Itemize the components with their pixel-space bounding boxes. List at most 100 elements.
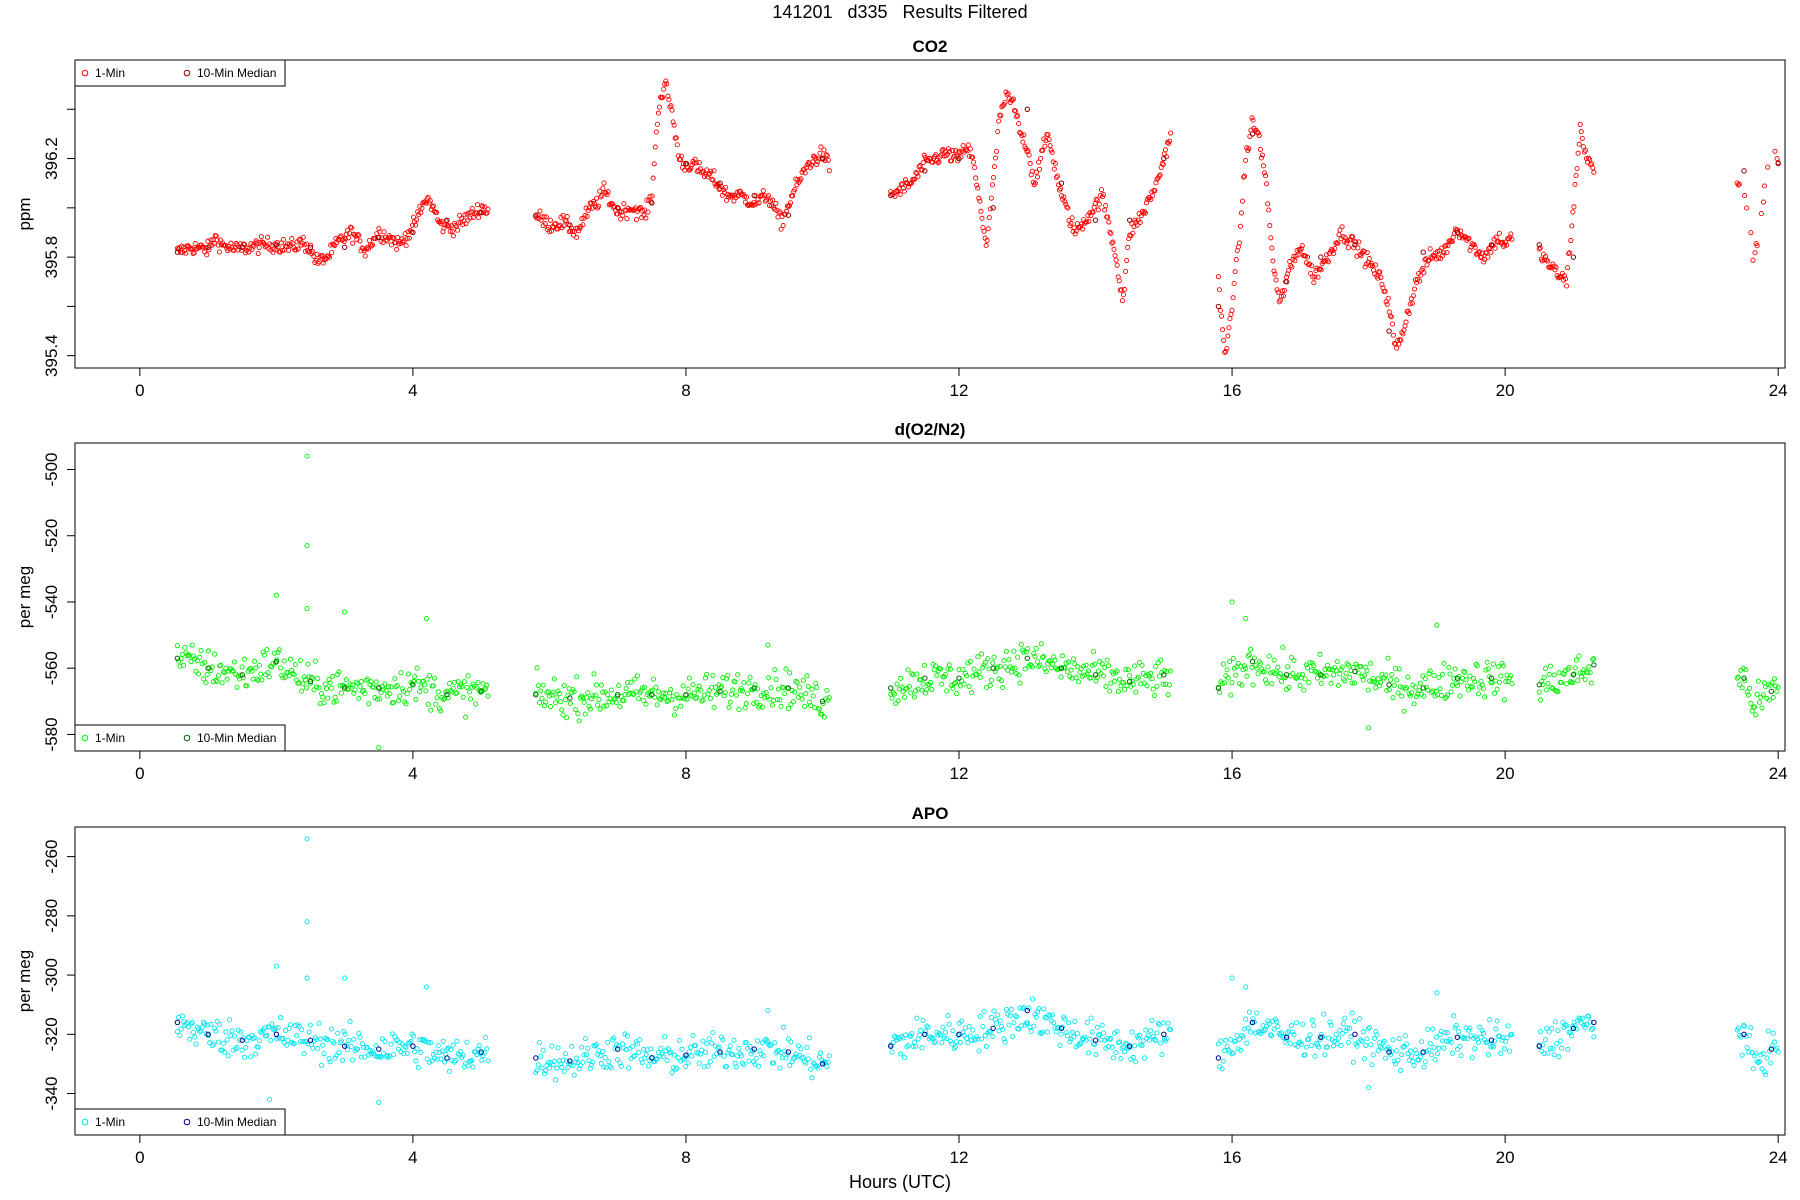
- one-min-point: [1736, 181, 1742, 187]
- one-min-point: [354, 681, 361, 687]
- one-min-point: [1758, 211, 1764, 217]
- one-min-point: [983, 684, 990, 691]
- one-min-point: [644, 197, 650, 203]
- one-min-point: [287, 656, 294, 662]
- one-min-point: [1094, 197, 1100, 203]
- one-min-point: [1735, 1025, 1742, 1031]
- one-min-point: [1042, 666, 1048, 672]
- one-min-point: [778, 703, 784, 709]
- one-min-point: [302, 677, 308, 683]
- one-min-point: [722, 690, 728, 696]
- one-min-point: [919, 167, 925, 173]
- one-min-point: [1146, 1037, 1153, 1043]
- one-min-point: [409, 222, 415, 228]
- one-min-point: [785, 1036, 791, 1042]
- one-min-point: [336, 669, 342, 675]
- one-min-point: [1012, 1013, 1018, 1019]
- one-min-point: [1331, 250, 1337, 256]
- one-min-point: [1342, 678, 1348, 684]
- median-point: [410, 229, 416, 236]
- one-min-point: [1590, 1025, 1596, 1031]
- one-min-point: [331, 1040, 337, 1046]
- x-tick-label: 0: [135, 1148, 144, 1167]
- one-min-point: [256, 662, 262, 668]
- one-min-point: [1151, 692, 1158, 699]
- one-min-point: [1134, 222, 1140, 228]
- one-min-point: [1260, 163, 1267, 169]
- one-min-point: [1220, 327, 1226, 333]
- one-min-point: [1771, 1039, 1778, 1045]
- one-min-point: [1125, 667, 1131, 673]
- one-min-point: [378, 690, 384, 696]
- median-point: [819, 1061, 826, 1067]
- one-min-point: [1133, 689, 1139, 695]
- one-min-point: [629, 1043, 635, 1049]
- one-min-point: [986, 215, 992, 221]
- one-min-point: [1080, 226, 1086, 232]
- one-min-point: [966, 153, 972, 159]
- one-min-point: [973, 175, 979, 181]
- median-point: [1318, 254, 1324, 260]
- one-min-point: [1484, 1039, 1490, 1045]
- one-min-point: [1086, 218, 1092, 224]
- one-min-point: [632, 1053, 638, 1059]
- median-point: [1318, 672, 1324, 678]
- one-min-point: [707, 695, 713, 701]
- one-min-point: [1769, 680, 1775, 686]
- one-min-point: [741, 679, 747, 686]
- one-min-point: [923, 690, 929, 696]
- one-min-point: [1590, 657, 1596, 663]
- one-min-point: [616, 206, 622, 212]
- one-min-point: [649, 193, 655, 199]
- one-min-point: [993, 1020, 1000, 1026]
- one-min-point: [1103, 203, 1109, 209]
- one-min-point: [1105, 214, 1111, 220]
- one-min-point: [377, 696, 383, 702]
- one-min-point: [1333, 667, 1339, 673]
- one-min-point: [273, 963, 279, 969]
- one-min-point: [1567, 1030, 1573, 1036]
- one-min-point: [690, 1032, 696, 1038]
- one-min-point: [944, 688, 950, 694]
- one-min-point: [1449, 682, 1456, 689]
- one-min-point: [1303, 662, 1309, 668]
- one-min-point: [450, 233, 456, 239]
- one-min-point: [780, 685, 787, 691]
- one-min-point: [424, 1056, 430, 1062]
- one-min-point: [1359, 1038, 1365, 1044]
- one-min-point: [485, 693, 491, 699]
- one-min-point: [254, 240, 260, 246]
- one-min-point: [664, 698, 670, 704]
- one-min-point: [742, 705, 748, 711]
- one-min-point: [730, 687, 736, 693]
- one-min-point: [626, 1065, 632, 1071]
- one-min-point: [1568, 237, 1574, 244]
- x-tick-label: 8: [681, 1148, 690, 1167]
- one-min-point: [1494, 1018, 1500, 1024]
- one-min-point: [1020, 1006, 1026, 1012]
- one-min-point: [1471, 242, 1477, 248]
- one-min-point: [1352, 680, 1358, 686]
- one-min-point: [976, 669, 982, 675]
- one-min-point: [591, 200, 598, 206]
- one-min-point: [1505, 1023, 1511, 1029]
- one-min-point: [1397, 1067, 1404, 1074]
- one-min-point: [1509, 1031, 1515, 1038]
- one-min-point: [559, 1064, 565, 1070]
- one-min-point: [258, 1028, 264, 1035]
- one-min-point: [1160, 162, 1166, 168]
- one-min-point: [368, 1051, 374, 1057]
- one-min-point: [794, 679, 800, 685]
- one-min-point: [585, 690, 591, 696]
- one-min-point: [190, 653, 197, 659]
- one-min-point: [1133, 1059, 1139, 1065]
- one-min-point: [1076, 679, 1082, 685]
- median-point: [1570, 254, 1577, 260]
- one-min-point: [551, 676, 557, 682]
- one-min-point: [753, 1055, 759, 1062]
- one-min-point: [574, 674, 580, 680]
- one-min-point: [1383, 1055, 1389, 1061]
- one-min-point: [1471, 675, 1477, 682]
- one-min-point: [212, 651, 218, 657]
- one-min-point: [1158, 1040, 1164, 1046]
